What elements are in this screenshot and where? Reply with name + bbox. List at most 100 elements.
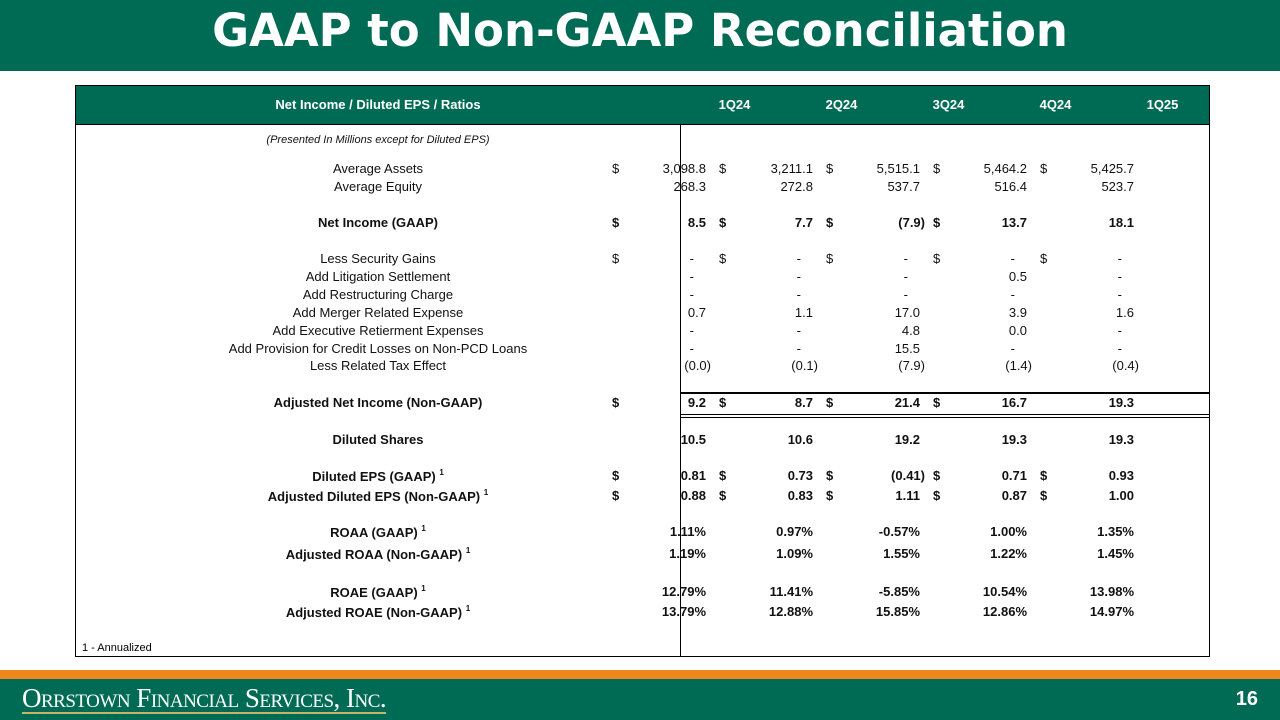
cell-1q25: (0.4) bbox=[1034, 358, 1141, 376]
row-label-text: Diluted Shares bbox=[332, 432, 424, 447]
footnote-marker: 1 bbox=[465, 546, 471, 555]
row-label-text: Average Assets bbox=[332, 161, 424, 176]
cell-value: 0.73 bbox=[787, 468, 813, 483]
cell-value: 0.97% bbox=[776, 524, 813, 539]
footnote-marker: 1 bbox=[421, 584, 426, 593]
table-row: Add Executive Retierment Expenses - - 4.8 0.… bbox=[76, 322, 1209, 340]
cell-3q24: - bbox=[820, 287, 927, 305]
row-label-text: Less Security Gains bbox=[320, 251, 436, 266]
row-label: Less Security Gains bbox=[76, 251, 680, 266]
cell-value: - bbox=[1117, 341, 1122, 356]
cell-2q24: 1.09% bbox=[713, 546, 820, 564]
dollar-sign: $ bbox=[719, 488, 727, 503]
dollar-sign: $ bbox=[612, 395, 620, 410]
cell-4q24: $5,464.2 bbox=[927, 161, 1034, 179]
dollar-sign: $ bbox=[719, 251, 727, 266]
cell-value: 7.7 bbox=[794, 215, 813, 230]
cell-3q24: $1.11 bbox=[820, 488, 927, 506]
dollar-sign: $ bbox=[933, 161, 941, 176]
table-row: Add Provision for Credit Losses on Non-P… bbox=[76, 340, 1209, 358]
row-label-text: ROAE (GAAP) bbox=[330, 585, 418, 600]
row-label: Add Restructuring Charge bbox=[76, 287, 680, 302]
cell-value: 0.7 bbox=[687, 305, 706, 320]
dollar-sign: $ bbox=[933, 251, 941, 266]
row-label-text: (Presented In Millions except for Dilute… bbox=[266, 134, 490, 146]
cell-value: 0.0 bbox=[1008, 323, 1027, 338]
cell-1q24: - bbox=[606, 287, 713, 305]
table-row: Adjusted ROAE (Non-GAAP) 1 13.79% 12.88% 15… bbox=[76, 603, 1209, 621]
cell-2q24: $ - bbox=[713, 251, 820, 269]
cell-value: - bbox=[796, 323, 801, 338]
cell-1q24: $0.88 bbox=[606, 488, 713, 506]
cell-1q24: 0.7 bbox=[606, 305, 713, 323]
cell-value: 13.98% bbox=[1089, 584, 1134, 599]
cell-1q24: - bbox=[606, 269, 713, 287]
dollar-sign: $ bbox=[826, 488, 834, 503]
cell-1q24: 10.5 bbox=[606, 432, 713, 450]
cell-value: 13.79% bbox=[661, 604, 706, 619]
cell-value: 13.7 bbox=[1001, 215, 1027, 230]
row-label-text: Less Related Tax Effect bbox=[309, 358, 447, 373]
row-label-text: Add Restructuring Charge bbox=[302, 287, 454, 302]
cell-value: - bbox=[689, 287, 694, 302]
row-label-text: Adjusted ROAE (Non-GAAP) bbox=[285, 605, 463, 620]
dollar-sign: $ bbox=[1040, 161, 1048, 176]
cell-value: -5.85% bbox=[878, 584, 920, 599]
cell-4q24: $16.7 bbox=[927, 395, 1034, 413]
cell-value: 0.83 bbox=[787, 488, 813, 503]
row-label: Less Related Tax Effect bbox=[76, 358, 680, 373]
cell-value: 1.00% bbox=[990, 524, 1027, 539]
dollar-sign: $ bbox=[612, 488, 620, 503]
cell-3q24: 4.8 bbox=[820, 323, 927, 341]
cell-2q24: 0.97% bbox=[713, 524, 820, 542]
column-divider bbox=[680, 124, 681, 657]
cell-value: 1.45% bbox=[1097, 546, 1134, 561]
table-row: Add Litigation Settlement - - - 0.5 - bbox=[76, 268, 1209, 286]
cell-value: 19.3 bbox=[1108, 432, 1134, 447]
row-label-text: ROAA (GAAP) bbox=[330, 525, 418, 540]
cell-1q25: 19.3 bbox=[1034, 432, 1141, 450]
cell-value: 0.88 bbox=[680, 488, 706, 503]
cell-1q25: - bbox=[1034, 341, 1141, 359]
row-label: Average Assets bbox=[76, 161, 680, 176]
row-label: Add Provision for Credit Losses on Non-P… bbox=[76, 341, 680, 356]
cell-3q24: - bbox=[820, 269, 927, 287]
dollar-sign: $ bbox=[933, 395, 941, 410]
table-row: Add Merger Related Expense 0.7 1.1 17.0 3.9 1… bbox=[76, 304, 1209, 322]
cell-3q24: 15.5 bbox=[820, 341, 927, 359]
table-row: Adjusted Diluted EPS (Non-GAAP) 1 $0.88 $0… bbox=[76, 487, 1209, 505]
row-label: Average Equity bbox=[76, 179, 680, 194]
cell-1q25: - bbox=[1034, 287, 1141, 305]
footnote-marker: 1 bbox=[439, 468, 444, 477]
cell-2q24: 1.1 bbox=[713, 305, 820, 323]
table-row: ROAE (GAAP) 1 12.79% 11.41% -5.85% 10.54% 13.… bbox=[76, 583, 1209, 601]
header-label: Net Income / Diluted EPS / Ratios bbox=[275, 97, 481, 112]
cell-value: 12.88% bbox=[768, 604, 813, 619]
reconciliation-table: Net Income / Diluted EPS / Ratios 1Q24 2Q… bbox=[75, 85, 1210, 657]
cell-value: 5,464.2 bbox=[983, 161, 1027, 176]
cell-1q24: $ - bbox=[606, 251, 713, 269]
cell-value: 1.11 bbox=[895, 488, 920, 503]
cell-value: 0.93 bbox=[1108, 468, 1134, 483]
cell-1q24: 1.19% bbox=[606, 546, 713, 564]
cell-1q25: $5,425.7 bbox=[1034, 161, 1141, 179]
cell-3q24: $ (7.9) bbox=[820, 215, 927, 233]
cell-3q24: (7.9) bbox=[820, 358, 927, 376]
cell-value: 1.19% bbox=[669, 546, 706, 561]
cell-2q24: - bbox=[713, 287, 820, 305]
cell-value: 10.5 bbox=[680, 432, 706, 447]
cell-value: 10.6 bbox=[787, 432, 813, 447]
cell-2q24: - bbox=[713, 323, 820, 341]
cell-value: 21.4 bbox=[894, 395, 920, 410]
cell-value: 1.55% bbox=[883, 546, 920, 561]
company-logo: Orrstown Financial Services, Inc. bbox=[22, 683, 387, 714]
cell-value: (0.41) bbox=[891, 468, 925, 483]
cell-4q24: 12.86% bbox=[927, 604, 1034, 622]
cell-4q24: 0.0 bbox=[927, 323, 1034, 341]
cell-value: 4.8 bbox=[901, 323, 920, 338]
cell-2q24: 11.41% bbox=[713, 584, 820, 602]
cell-1q24: $3,098.8 bbox=[606, 161, 713, 179]
dollar-sign: $ bbox=[826, 395, 834, 410]
table-row: Average Equity 268.3 272.8 537.7 516.4 523.7 bbox=[76, 178, 1209, 196]
cell-1q25: 19.3 bbox=[1034, 395, 1141, 413]
